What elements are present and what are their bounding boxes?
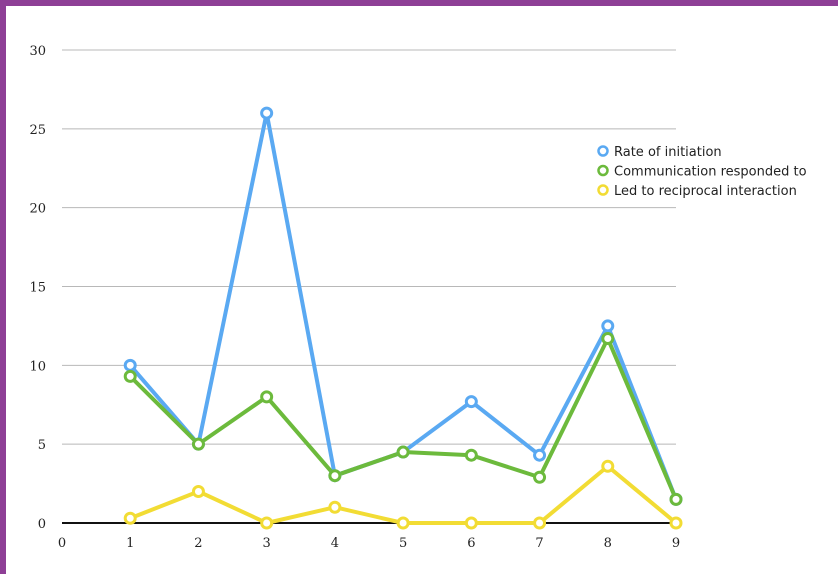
data-point	[123, 358, 137, 372]
data-point	[464, 448, 478, 462]
y-tick-label: 5	[38, 438, 46, 453]
legend-marker	[597, 164, 609, 177]
data-point	[260, 516, 274, 530]
data-point	[191, 484, 205, 498]
data-point	[669, 492, 683, 506]
chart-frame: 0 5 10 15 20 25 30 0 1 2 3 4 5 6 7 8 9 Rate of initiati…	[6, 6, 838, 574]
y-tick-labels: 0 5 10 15 20 25 30	[29, 44, 46, 532]
data-point	[464, 516, 478, 530]
x-tick-label: 2	[194, 536, 202, 551]
data-point	[533, 516, 547, 530]
y-tick-label: 10	[29, 359, 46, 374]
gridlines	[62, 49, 676, 445]
legend-marker	[597, 145, 609, 157]
y-tick-label: 15	[29, 281, 46, 296]
data-point	[464, 395, 478, 409]
x-tick-label: 1	[126, 536, 134, 551]
x-tick-label: 5	[399, 536, 407, 551]
legend-label: Rate of initiation	[614, 145, 722, 160]
x-tick-label: 8	[604, 536, 612, 551]
data-point	[396, 516, 410, 530]
y-tick-label: 0	[38, 517, 46, 532]
line-chart: 0 5 10 15 20 25 30 0 1 2 3 4 5 6 7 8 9 Rate of initiati…	[29, 44, 807, 551]
x-tick-label: 4	[331, 536, 339, 551]
data-point	[260, 390, 274, 404]
x-tick-labels: 0 1 2 3 4 5 6 7 8 9	[58, 536, 680, 551]
data-point	[533, 448, 547, 462]
data-point	[260, 106, 274, 120]
data-point	[123, 511, 137, 525]
x-tick-label: 6	[467, 536, 475, 551]
data-point	[396, 445, 410, 459]
legend-label: Communication responded to	[614, 165, 807, 180]
data-point	[669, 516, 683, 530]
series-line-1	[128, 111, 678, 502]
x-tick-label: 3	[263, 536, 271, 551]
data-point	[328, 500, 342, 514]
data-point	[123, 369, 137, 383]
data-point	[601, 332, 615, 346]
x-tick-label: 7	[535, 536, 543, 551]
data-point	[601, 459, 615, 473]
series-line-3	[128, 464, 678, 525]
y-tick-label: 30	[29, 44, 46, 59]
legend: Rate of initiation Communication responde…	[597, 145, 807, 199]
legend-label: Led to reciprocal interaction	[614, 184, 797, 199]
data-point	[191, 437, 205, 451]
y-tick-label: 25	[29, 123, 46, 138]
x-tick-label: 9	[672, 536, 680, 551]
x-tick-label: 0	[58, 536, 66, 551]
legend-marker	[597, 184, 609, 196]
series-group	[123, 106, 683, 530]
data-point	[601, 319, 615, 333]
data-point	[533, 470, 547, 484]
data-point	[328, 469, 342, 483]
y-tick-label: 20	[29, 202, 46, 217]
